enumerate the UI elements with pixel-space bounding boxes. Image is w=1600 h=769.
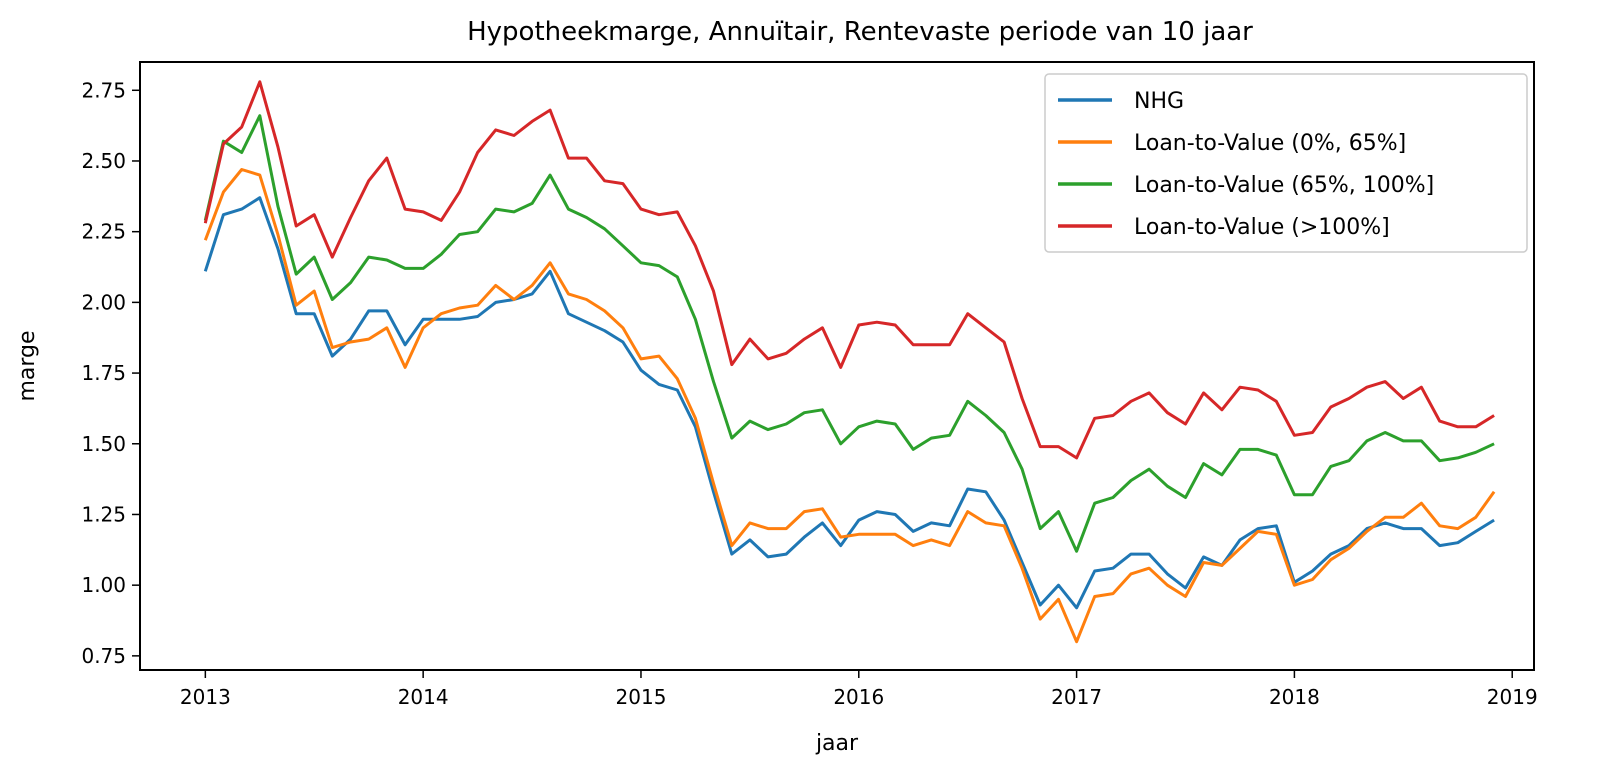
series-line-1: [203, 168, 1496, 644]
x-tick-label: 2015: [616, 685, 667, 709]
y-tick-label: 1.50: [81, 432, 126, 456]
legend-frame: [1044, 73, 1528, 253]
y-axis: 0.75 1.00 1.25 1.50 1.75 2.00 2.25 2.50 2.75: [81, 78, 140, 668]
x-axis: 2013 2014 2015 2016 2017 2018 2019: [180, 670, 1538, 709]
series-line-2: [203, 114, 1495, 553]
x-tick-label: 2013: [180, 685, 231, 709]
legend: NHG Loan-to-Value (0%, 65%] Loan-to-Value …: [1044, 73, 1528, 253]
y-tick-label: 1.75: [81, 361, 126, 385]
x-tick-label: 2016: [833, 685, 884, 709]
plot-area: [203, 80, 1496, 644]
legend-label-1: Loan-to-Value (0%, 65%]: [1134, 131, 1406, 156]
legend-label-0: NHG: [1134, 89, 1184, 114]
y-tick-label: 2.75: [81, 78, 126, 102]
legend-label-3: Loan-to-Value (>100%]: [1134, 215, 1390, 240]
x-tick-label: 2018: [1269, 685, 1320, 709]
y-tick-label: 1.25: [81, 502, 126, 526]
chart-title: Hypotheekmarge, Annuïtair, Rentevaste pe…: [467, 17, 1253, 47]
x-tick-label: 2014: [398, 685, 449, 709]
x-tick-label: 2017: [1051, 685, 1102, 709]
plot-frame: [139, 61, 1535, 671]
series-line-3: [203, 80, 1495, 460]
y-axis-label: marge: [15, 330, 40, 401]
y-tick-label: 2.50: [81, 149, 126, 173]
y-tick-label: 1.00: [81, 573, 126, 597]
y-tick-label: 2.00: [81, 290, 126, 314]
y-tick-label: 2.25: [81, 220, 126, 244]
x-tick-label: 2019: [1487, 685, 1538, 709]
series-line-0: [203, 196, 1495, 610]
y-tick-label: 0.75: [81, 644, 126, 668]
legend-label-2: Loan-to-Value (65%, 100%]: [1134, 173, 1434, 198]
x-axis-label: jaar: [815, 731, 859, 756]
